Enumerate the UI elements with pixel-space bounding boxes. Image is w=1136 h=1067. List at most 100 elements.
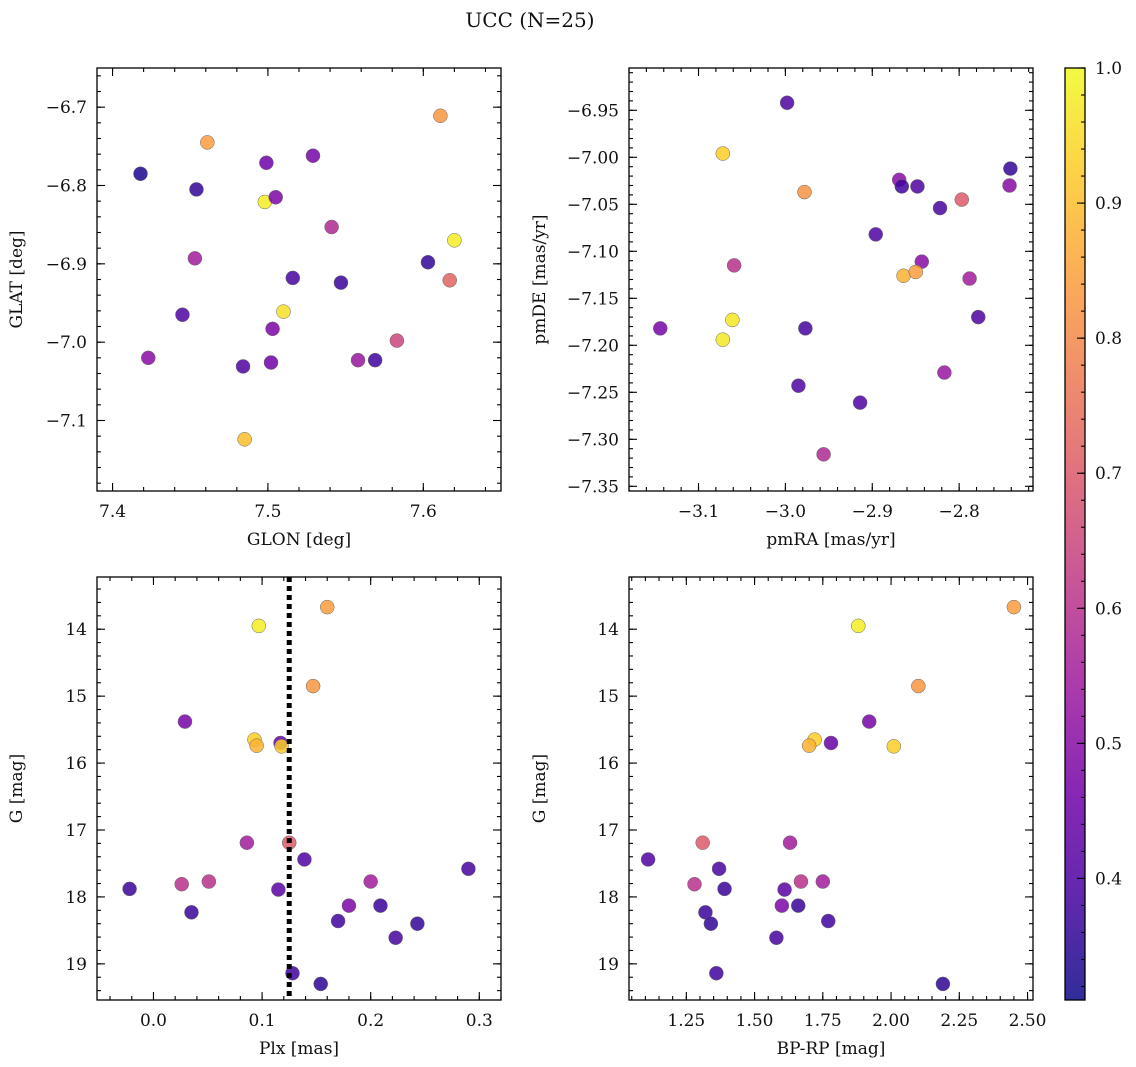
colorbar-tick-label: 0.9 — [1095, 194, 1122, 214]
scatter-point — [821, 913, 836, 929]
scatter-point — [367, 352, 383, 368]
scatter-point — [717, 881, 732, 897]
scatter-point — [122, 881, 137, 897]
scatter-point — [319, 599, 335, 615]
scatter-point — [777, 882, 792, 897]
scatter-points — [133, 108, 462, 447]
y-tick-label: −7.05 — [567, 195, 619, 215]
x-tick-label: 7.4 — [99, 502, 126, 522]
scatter-point — [896, 268, 911, 283]
y-tick-label: 18 — [65, 888, 87, 908]
y-tick-label: 16 — [65, 754, 87, 774]
scatter-point — [687, 876, 702, 892]
x-tick-label: 0.0 — [140, 1011, 167, 1031]
scatter-point — [801, 738, 817, 753]
scatter-point — [962, 271, 977, 286]
x-tick-label: 2.50 — [1009, 1011, 1047, 1031]
colorbar-tick-label: 0.6 — [1095, 599, 1122, 619]
scatter-point — [333, 275, 349, 290]
scatter-point — [259, 155, 274, 171]
x-axis-label: BP-RP [mag] — [777, 1039, 886, 1059]
scatter-point — [276, 304, 291, 319]
axes-frame — [96, 67, 502, 492]
scatter-point — [715, 146, 731, 161]
figure-title: UCC (N=25) — [465, 8, 594, 32]
y-tick-label: 18 — [597, 888, 619, 908]
scatter-point — [251, 618, 267, 634]
y-tick-label: 17 — [65, 821, 87, 841]
x-tick-label: 0.3 — [466, 1011, 493, 1031]
scatter-point — [268, 190, 283, 205]
scatter-point — [711, 861, 727, 877]
x-tick-label: −2.8 — [939, 502, 980, 522]
x-tick-label: 2.25 — [940, 1011, 978, 1031]
y-tick-label: −7.0 — [46, 333, 87, 353]
scatter-point — [239, 835, 255, 850]
scatter-point — [433, 108, 448, 124]
scatter-point — [184, 905, 199, 920]
scatter-point — [861, 714, 877, 729]
y-tick-label: 17 — [597, 821, 619, 841]
panel-glon-glat: 7.4 7.5 7.6 −6.7 −6.8 −6.9 −7.0 −7.1 GLON [deg] G… — [7, 67, 502, 550]
scatter-point — [910, 179, 925, 194]
scatter-point — [653, 321, 668, 336]
scatter-point — [187, 251, 203, 266]
y-tick-label: −6.8 — [46, 177, 87, 197]
y-tick-label: −7.10 — [567, 242, 619, 262]
scatter-points — [640, 599, 1022, 992]
x-axis-label: pmRA [mas/yr] — [766, 530, 895, 550]
x-tick-label: 0.1 — [249, 1011, 276, 1031]
y-axis-label: G [mag] — [7, 754, 27, 823]
x-tick-label: 1.75 — [804, 1011, 842, 1031]
scatter-point — [816, 447, 831, 462]
y-tick-label: −7.25 — [567, 383, 619, 403]
axes-frame — [96, 576, 502, 1001]
scatter-point — [341, 898, 357, 913]
y-axis-label: GLAT [deg] — [7, 230, 27, 328]
x-tick-label: 7.5 — [254, 502, 281, 522]
colorbar-frame — [1064, 67, 1086, 1001]
scatter-point — [389, 333, 405, 348]
scatter-point — [442, 273, 457, 288]
axes-frame — [628, 576, 1034, 1001]
scatter-point — [237, 432, 252, 447]
minor-ticks — [97, 577, 502, 1000]
y-tick-label: −6.95 — [567, 101, 619, 121]
scatter-point — [790, 898, 806, 913]
y-tick-label: −7.20 — [567, 336, 619, 356]
colorbar-tick-label: 0.4 — [1095, 869, 1122, 889]
y-tick-label: 14 — [65, 620, 87, 640]
y-tick-label: 19 — [597, 955, 619, 975]
scatter-point — [703, 916, 719, 931]
y-tick-label: −6.9 — [46, 255, 87, 275]
scatter-point — [725, 312, 740, 328]
scatter-point — [726, 258, 742, 273]
scatter-point — [908, 264, 923, 280]
panel-bprp-g: 1.25 1.50 1.75 2.00 2.25 2.50 14 15 16 17 18 19 BP-R… — [530, 576, 1047, 1059]
minor-ticks — [629, 577, 1033, 1000]
scatter-point — [971, 309, 986, 325]
scatter-point — [285, 270, 301, 286]
scatter-points — [653, 95, 1018, 462]
x-tick-label: −3.1 — [678, 502, 719, 522]
colorbar: 0.4 0.5 0.6 0.7 0.8 0.9 1.0 — [1064, 59, 1122, 1001]
scatter-point — [797, 184, 812, 200]
scatter-point — [274, 739, 289, 754]
scatter-point — [852, 395, 868, 410]
y-tick-label: 15 — [597, 687, 619, 707]
scatter-point — [791, 378, 806, 393]
scatter-point — [305, 678, 321, 694]
scatter-point — [798, 321, 813, 336]
scatter-point — [774, 898, 790, 913]
scatter-point — [133, 166, 148, 181]
scatter-point — [388, 930, 403, 946]
y-tick-label: 14 — [597, 620, 619, 640]
colorbar-tick-label: 0.7 — [1095, 464, 1122, 484]
scatter-point — [297, 852, 312, 867]
x-tick-label: 2.00 — [872, 1011, 910, 1031]
y-tick-label: −7.30 — [567, 430, 619, 450]
y-tick-label: 16 — [597, 754, 619, 774]
scatter-point — [189, 182, 204, 197]
y-tick-label: 19 — [65, 955, 87, 975]
scatter-point — [937, 365, 952, 380]
